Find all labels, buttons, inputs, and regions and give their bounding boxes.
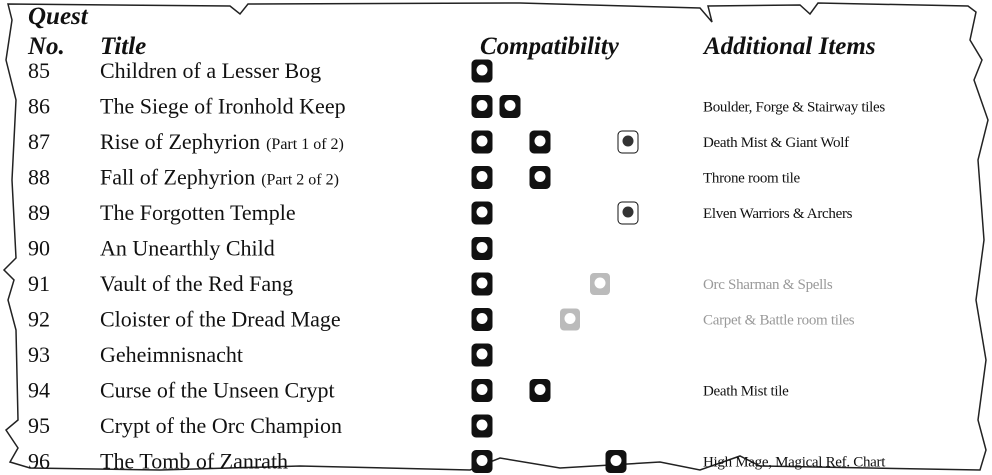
header-additional-items: Additional Items	[702, 33, 876, 60]
compat-icon-face	[594, 277, 606, 289]
additional-items: Boulder, Forge & Stairway tiles	[703, 100, 885, 116]
quest-title: The Tomb of Zanrath	[100, 449, 288, 474]
compat-icon-face	[622, 135, 634, 147]
quest-part: (Part 2 of 2)	[261, 172, 339, 189]
compat-icon-face	[534, 171, 546, 182]
quest-number: 96	[28, 449, 50, 474]
quest-number: 88	[28, 165, 50, 190]
compat-icon-face	[476, 100, 488, 111]
quest-number: 87	[28, 129, 50, 154]
quest-title: Children of a Lesser Bog	[100, 58, 321, 83]
additional-items: Orc Sharman & Spells	[703, 277, 833, 293]
quest-number: 90	[28, 236, 50, 261]
compat-icon-face	[476, 171, 488, 182]
quest-title: Geheimnisnacht	[100, 342, 243, 367]
compat-icon-face	[476, 455, 488, 466]
compat-icon-face	[476, 384, 488, 395]
quest-title: Curse of the Unseen Crypt	[100, 378, 335, 403]
quest-title: The Forgotten Temple	[100, 200, 296, 225]
quest-number: 93	[28, 342, 50, 367]
header-compatibility: Compatibility	[480, 33, 620, 60]
header-quest: Quest	[28, 3, 89, 30]
quest-title: Rise of Zephyrion	[100, 129, 260, 154]
header-title: Title	[100, 33, 146, 60]
quest-number: 91	[28, 271, 50, 296]
compat-icon-face	[622, 206, 634, 218]
compat-icon-face	[476, 135, 488, 147]
quest-number: 85	[28, 58, 50, 83]
compat-icon-face	[476, 242, 488, 253]
additional-items: Elven Warriors & Archers	[703, 206, 853, 222]
quest-title: The Siege of Ironhold Keep	[100, 94, 346, 119]
quest-part: (Part 1 of 2)	[266, 136, 344, 153]
quest-title: Cloister of the Dread Mage	[100, 307, 341, 332]
quest-title: Vault of the Red Fang	[100, 271, 293, 296]
header-no: No.	[27, 33, 65, 60]
quest-title: An Unearthly Child	[100, 236, 275, 261]
quest-number: 92	[28, 307, 50, 332]
additional-items: Throne room tile	[703, 171, 800, 187]
quest-number: 89	[28, 200, 50, 225]
quest-number: 86	[28, 94, 50, 119]
additional-items: High Mage, Magical Ref. Chart	[703, 455, 886, 471]
compat-icon-face	[534, 384, 546, 395]
compat-icon-face	[476, 64, 488, 76]
compat-icon-face	[504, 100, 516, 111]
quest-title: Fall of Zephyrion	[100, 165, 255, 190]
compat-icon-face	[610, 455, 622, 466]
additional-items: Carpet & Battle room tiles	[703, 313, 855, 329]
quest-number: 94	[28, 378, 50, 403]
additional-items: Death Mist tile	[703, 384, 789, 400]
compat-icon-face	[476, 419, 488, 431]
compat-icon-face	[534, 135, 546, 147]
additional-items: Death Mist & Giant Wolf	[703, 135, 849, 151]
compat-icon-face	[476, 348, 488, 360]
compat-icon-face	[476, 277, 488, 289]
compat-icon-face	[476, 313, 488, 324]
quest-number: 95	[28, 413, 50, 438]
compat-icon-face	[564, 313, 576, 324]
compat-icon-face	[476, 206, 488, 218]
quest-title: Crypt of the Orc Champion	[100, 413, 342, 438]
